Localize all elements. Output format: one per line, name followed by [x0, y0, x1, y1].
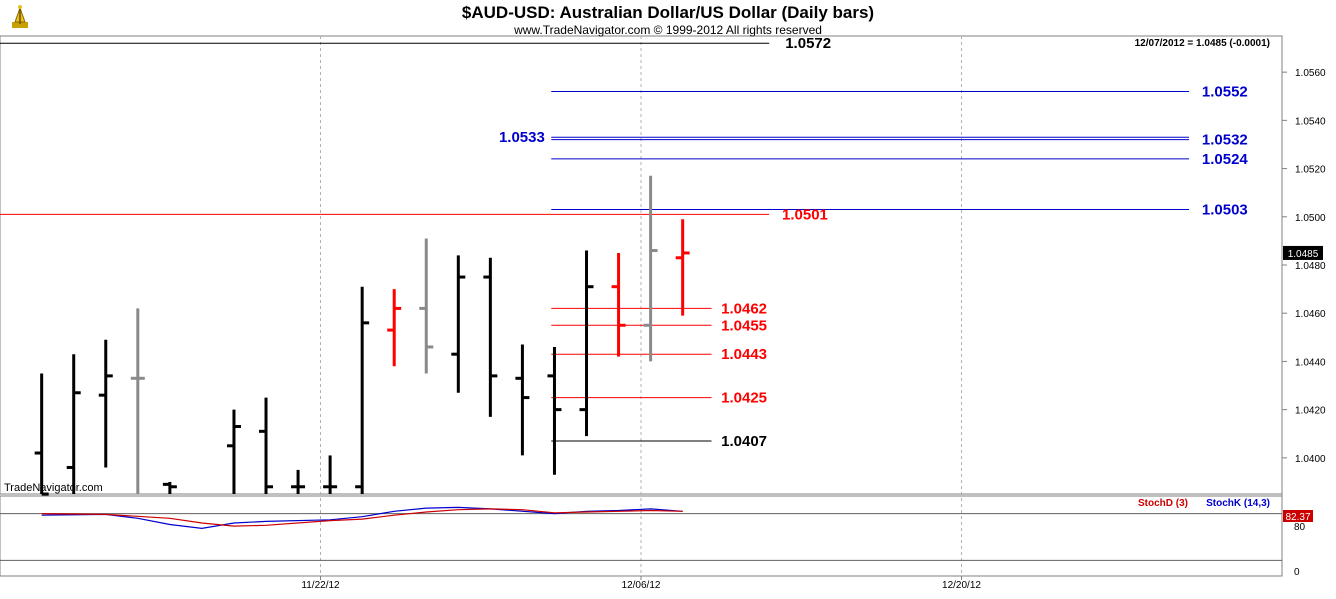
level-label: 1.0455: [721, 317, 767, 334]
y-tick-label: 1.0400: [1295, 454, 1326, 465]
y-tick-label: 1.0440: [1295, 357, 1326, 368]
stoch-k-legend: StochK (14,3): [1206, 498, 1270, 509]
chart-subtitle: www.TradeNavigator.com © 1999-2012 All r…: [513, 23, 822, 37]
level-label: 1.0462: [721, 300, 767, 317]
level-label: 1.0552: [1202, 83, 1248, 100]
stoch-d-line: [41, 508, 683, 527]
level-label: 1.0503: [1202, 202, 1248, 219]
y-tick-label: 1.0560: [1295, 68, 1326, 79]
level-label: 1.0524: [1202, 151, 1249, 168]
level-label: 1.0425: [721, 390, 767, 407]
level-label: 1.0572: [785, 35, 831, 52]
trade-navigator-logo: [12, 5, 28, 28]
last-price-tag: 1.0485: [1283, 245, 1323, 260]
level-label: 1.0501: [782, 206, 828, 223]
stoch-value-tag: [1283, 510, 1313, 522]
x-tick-label: 12/20/12: [942, 580, 981, 591]
stoch-k-line: [41, 506, 683, 530]
level-label: 1.0533: [499, 129, 545, 146]
stoch-tick-0: 0: [1294, 567, 1300, 578]
x-tick-label: 11/22/12: [301, 580, 340, 591]
y-tick-label: 1.0480: [1295, 261, 1326, 272]
stoch-d-legend: StochD (3): [1138, 498, 1188, 509]
last-price-tag-label: 1.0485: [1288, 249, 1319, 260]
last-quote-readout: 12/07/2012 = 1.0485 (-0.0001): [1135, 38, 1270, 49]
watermark: TradeNavigator.com: [4, 482, 103, 494]
y-tick-label: 1.0420: [1295, 406, 1326, 417]
x-tick-label: 12/06/12: [622, 580, 661, 591]
level-label: 1.0407: [721, 433, 767, 450]
stoch-tick-80: 80: [1294, 522, 1306, 533]
y-tick-label: 1.0520: [1295, 165, 1326, 176]
stoch-value-tag-label: 82.37: [1285, 512, 1310, 523]
chart-title: $AUD-USD: Australian Dollar/US Dollar (D…: [462, 3, 874, 22]
y-tick-label: 1.0460: [1295, 309, 1326, 320]
level-label: 1.0532: [1202, 132, 1248, 149]
level-label: 1.0443: [721, 346, 767, 363]
y-tick-label: 1.0540: [1295, 116, 1326, 127]
y-tick-label: 1.0500: [1295, 213, 1326, 224]
